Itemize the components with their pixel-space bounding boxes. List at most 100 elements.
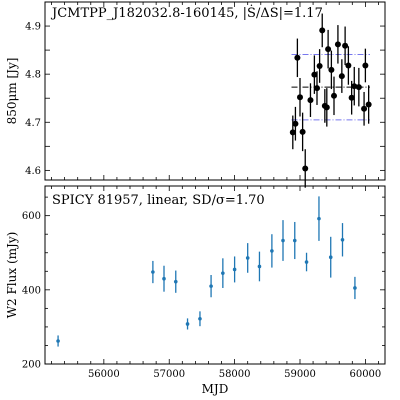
data-point <box>281 220 285 261</box>
data-point <box>221 258 225 288</box>
data-point <box>209 275 213 298</box>
data-point <box>325 29 332 69</box>
data-point <box>270 234 274 268</box>
marker <box>316 62 323 69</box>
top-panel: JCMTPP_J182032.8-160145, |Ṡ/ΔS|=1.17 850… <box>5 1 386 188</box>
data-point <box>317 196 321 241</box>
data-point <box>323 88 330 127</box>
bottom-panel: SPICY 81957, linear, SD/σ=1.70 W2 Flux (… <box>5 185 386 396</box>
marker <box>299 128 306 135</box>
marker <box>348 94 355 101</box>
data-point <box>319 13 326 48</box>
marker <box>317 216 321 221</box>
data-point <box>334 25 341 64</box>
marker <box>351 83 358 90</box>
marker <box>311 71 318 78</box>
data-point <box>198 311 202 327</box>
top-panel-title: JCMTPP_J182032.8-160145, |Ṡ/ΔS|=1.17 <box>50 4 323 21</box>
data-point <box>340 223 345 257</box>
marker <box>319 27 326 34</box>
data-point <box>314 71 320 105</box>
y-tick-label: 4.9 <box>25 22 41 33</box>
y-tick-label: 4.6 <box>25 166 41 177</box>
marker <box>314 85 320 92</box>
marker <box>173 279 178 284</box>
x-tick-label: 57000 <box>153 369 185 380</box>
y-tick-label: 4.8 <box>25 70 41 81</box>
x-tick-label: 59000 <box>284 369 316 380</box>
marker <box>185 322 190 326</box>
bottom-x-ticks: 56000 57000 58000 59000 60000 <box>51 186 381 380</box>
data-point <box>361 91 368 126</box>
data-point <box>289 115 296 150</box>
marker <box>338 73 345 80</box>
data-point <box>345 46 352 85</box>
bottom-panel-title: SPICY 81957, linear, SD/σ=1.70 <box>52 193 265 208</box>
data-point <box>338 59 345 93</box>
marker <box>304 260 309 264</box>
marker <box>331 92 337 99</box>
data-point <box>151 260 155 284</box>
data-point <box>297 78 303 117</box>
marker <box>257 264 262 269</box>
marker <box>345 62 352 69</box>
data-point <box>328 50 335 90</box>
data-point <box>56 335 60 347</box>
data-point <box>173 270 178 293</box>
data-point <box>257 251 262 282</box>
marker <box>221 271 225 275</box>
data-point <box>342 26 349 66</box>
x-tick-label: 58000 <box>219 369 251 380</box>
marker <box>209 284 213 288</box>
data-point <box>316 49 323 83</box>
x-tick-label: 60000 <box>349 369 381 380</box>
marker <box>325 46 332 53</box>
top-x-ticks <box>51 2 379 180</box>
marker <box>232 267 237 272</box>
top-reference-lines <box>291 53 370 121</box>
data-point <box>351 66 358 106</box>
marker <box>294 54 301 61</box>
marker <box>270 249 274 253</box>
top-data-points <box>289 13 372 188</box>
marker <box>334 41 341 48</box>
bottom-y-axis-label: W2 Flux (mJy) <box>5 232 19 319</box>
bottom-data-points <box>56 196 357 347</box>
marker <box>342 42 349 49</box>
marker <box>340 237 345 242</box>
marker <box>289 129 296 136</box>
data-point <box>162 265 166 292</box>
data-point <box>304 252 309 272</box>
data-point <box>365 85 372 124</box>
y-tick-label: 400 <box>22 285 41 296</box>
bottom-x-axis-label: MJD <box>202 382 229 396</box>
top-y-ticks: 4.6 4.7 4.8 4.9 <box>25 1 385 177</box>
data-point <box>232 256 237 283</box>
data-point <box>292 221 297 260</box>
marker <box>362 62 369 69</box>
marker <box>323 104 330 111</box>
data-point <box>307 83 314 117</box>
data-point <box>245 243 250 273</box>
data-point <box>294 38 301 78</box>
data-point <box>331 76 337 116</box>
marker <box>198 316 202 321</box>
marker <box>245 256 250 260</box>
marker <box>292 120 299 127</box>
marker <box>361 105 368 112</box>
marker <box>307 97 314 104</box>
bottom-plot-frame <box>44 185 386 365</box>
marker <box>328 255 333 259</box>
marker <box>151 270 155 274</box>
marker <box>328 66 335 73</box>
data-point <box>355 67 362 107</box>
data-point <box>292 106 299 141</box>
top-plot-frame <box>44 1 386 181</box>
marker <box>302 165 309 172</box>
data-point <box>328 236 333 278</box>
data-point <box>362 48 369 83</box>
marker <box>56 339 60 343</box>
y-tick-label: 600 <box>22 211 41 222</box>
marker <box>281 238 285 243</box>
